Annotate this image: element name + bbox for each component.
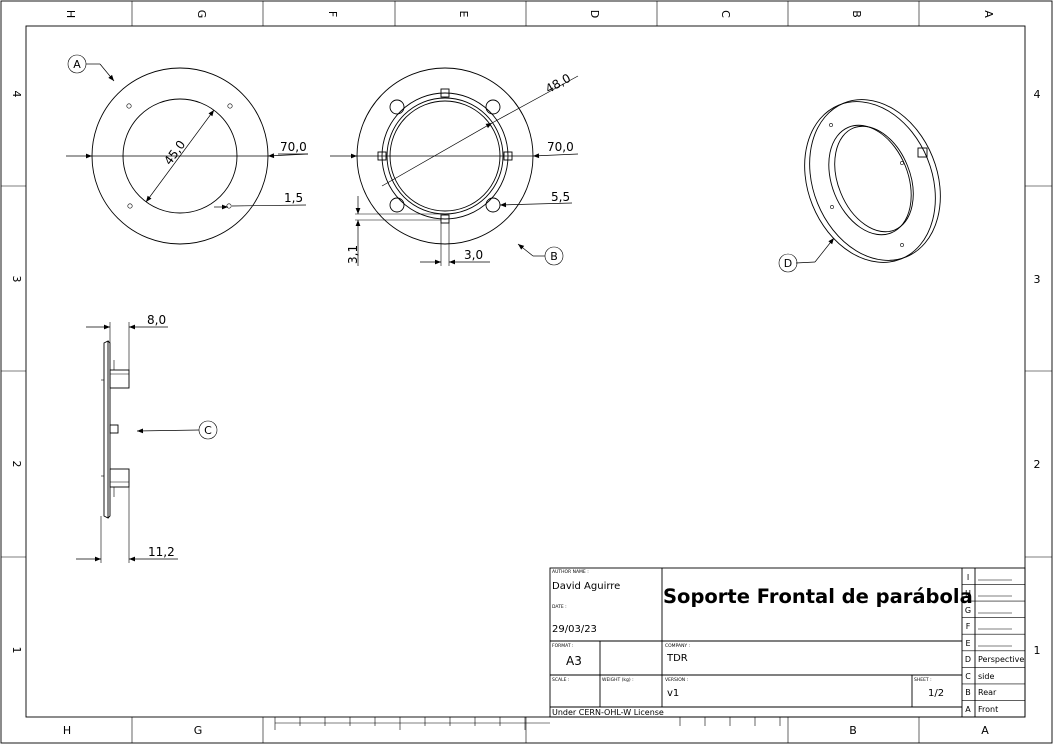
title-block: AUTHOR NAME : David Aguirre DATE : 29/03…: [549, 567, 1026, 718]
zone-number: 4: [1034, 88, 1041, 101]
author-name: David Aguirre: [552, 581, 620, 592]
revision-letter: A: [965, 705, 971, 714]
zone-letter: H: [63, 724, 71, 737]
revision-description: side: [978, 672, 994, 681]
zone-number: 3: [10, 276, 23, 283]
zone-number: 4: [10, 91, 23, 98]
drawing-title: Soporte Frontal de parábola: [663, 585, 973, 608]
zone-labels-top: H G F E D C B A: [64, 10, 995, 19]
company-value: TDR: [666, 653, 688, 664]
revision-letter: G: [965, 606, 971, 615]
zone-letter: A: [982, 10, 995, 18]
dimension-diameter-inner: 45,0: [161, 138, 188, 168]
column-dividers: [131, 1, 920, 743]
side-view: 8,0 11,2 C: [76, 313, 218, 563]
revision-letter: D: [965, 655, 971, 664]
zone-letter: G: [195, 10, 208, 19]
zone-letter: D: [588, 10, 601, 18]
author-label: AUTHOR NAME :: [552, 569, 589, 575]
view-label-d: D: [784, 257, 792, 270]
zone-letter: F: [326, 11, 339, 17]
zone-letter: B: [849, 724, 857, 737]
revision-letter: I: [967, 573, 969, 582]
format-label: FORMAT :: [552, 643, 574, 649]
zone-number: 2: [1034, 458, 1041, 471]
version-value: v1: [667, 688, 679, 699]
dimension-side-depth: 8,0: [147, 313, 166, 327]
view-label-c: C: [204, 424, 212, 437]
rear-view: 48,0 70,0 5,5 3,1 3,0 B: [330, 67, 579, 266]
version-label: VERSION :: [665, 677, 688, 683]
dimension-slot-width: 3,0: [464, 248, 483, 262]
dimension-rear-diameter: 48,0: [543, 71, 573, 96]
date-label: DATE :: [552, 604, 567, 610]
zone-letter: B: [850, 10, 863, 18]
dimension-rear-hole: 5,5: [551, 190, 570, 204]
sheet-value: 1/2: [928, 688, 944, 699]
view-label-a: A: [73, 58, 81, 71]
revision-description: Rear: [978, 688, 997, 697]
dimension-rear-outer: 70,0: [547, 140, 574, 154]
weight-label: WEIGHT (kg) :: [602, 677, 634, 683]
zone-labels-right: 4 3 2 1: [1034, 88, 1041, 657]
front-view: 45,0 70,0 1,5 A: [66, 54, 309, 245]
format-value: A3: [566, 654, 582, 668]
zone-number: 3: [1034, 273, 1041, 286]
revision-description: Perspective: [978, 655, 1024, 664]
dimension-hole: 1,5: [284, 191, 303, 205]
revision-letter: H: [965, 589, 971, 598]
revision-letter: F: [966, 622, 971, 631]
date-value: 29/03/23: [552, 624, 597, 635]
company-label: COMPANY :: [665, 643, 690, 649]
zone-labels-bottom: H G B A: [63, 724, 989, 737]
zone-letter: C: [719, 10, 732, 18]
zone-number: 1: [10, 647, 23, 654]
revision-letter: E: [965, 639, 970, 648]
revision-table: I H G F E D C B A Perspective side Rear …: [962, 573, 1025, 714]
perspective-view: D: [778, 99, 941, 273]
revision-description: Front: [978, 705, 998, 714]
dimension-slot-height: 3,1: [346, 245, 360, 264]
revision-letter: B: [965, 688, 971, 697]
dimension-side-total: 11,2: [148, 545, 175, 559]
scale-ruler: [274, 717, 781, 730]
view-label-b: B: [550, 250, 558, 263]
row-dividers: [1, 185, 1052, 558]
dimension-outer: 70,0: [280, 140, 307, 154]
zone-letter: G: [194, 724, 203, 737]
scale-label: SCALE :: [552, 677, 569, 683]
zone-letter: E: [457, 11, 470, 18]
zone-number: 1: [1034, 644, 1041, 657]
revision-letter: C: [965, 672, 971, 681]
sheet-label: SHEET :: [914, 677, 932, 683]
zone-letter: H: [64, 10, 77, 18]
zone-labels-left: 4 3 2 1: [10, 91, 23, 654]
license-text: Under CERN-OHL-W License: [552, 708, 664, 717]
inner-border: [25, 25, 1026, 718]
zone-letter: A: [981, 724, 989, 737]
zone-number: 2: [10, 461, 23, 468]
